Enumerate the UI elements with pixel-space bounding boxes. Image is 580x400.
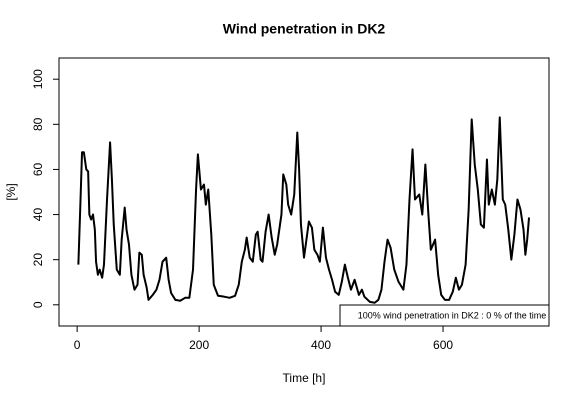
y-tick-label: 20 (31, 253, 45, 267)
y-tick-label: 80 (31, 117, 45, 131)
y-tick-label: 60 (31, 162, 45, 176)
chart-title: Wind penetration in DK2 (223, 21, 386, 37)
y-axis-label: [%] (4, 183, 18, 200)
x-axis-label: Time [h] (283, 371, 326, 385)
y-tick-label: 40 (31, 208, 45, 222)
y-tick-label: 0 (31, 301, 45, 308)
x-tick-label: 0 (74, 338, 81, 352)
x-tick-label: 400 (311, 338, 331, 352)
legend-box (339, 304, 550, 327)
data-line (77, 116, 531, 304)
x-tick-label: 200 (189, 338, 209, 352)
y-tick-label: 100 (31, 69, 45, 89)
x-tick-label: 600 (433, 338, 453, 352)
legend-text: 100% wind penetration in DK2 : 0 % of th… (358, 310, 547, 320)
